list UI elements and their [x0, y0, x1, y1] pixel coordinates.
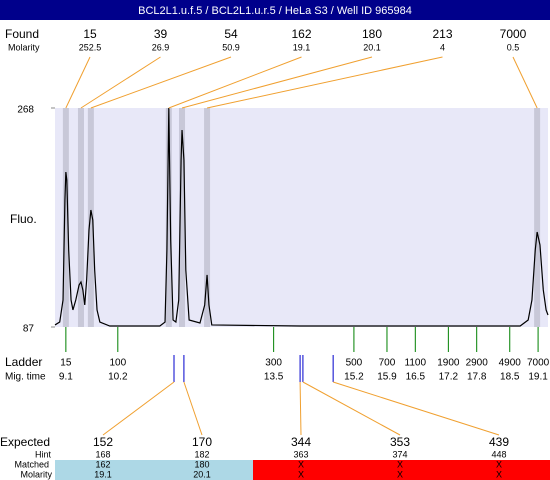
y-axis-label: Fluo. — [10, 212, 37, 226]
found-molarity: 50.9 — [222, 42, 240, 52]
hint-value: 374 — [392, 449, 407, 459]
hint-label: Hint — [35, 449, 52, 459]
peak-band — [87, 108, 94, 327]
ladder-size: 1900 — [437, 358, 460, 369]
matched-value: X — [496, 459, 502, 469]
match-cell — [352, 460, 451, 480]
matched-value: 162 — [95, 459, 110, 469]
peak-band — [62, 108, 69, 327]
hint-value: 168 — [95, 449, 110, 459]
peak-link — [90, 56, 232, 109]
mig-time: 18.5 — [500, 372, 520, 383]
ladder-label: Ladder — [5, 355, 42, 369]
found-size: 54 — [224, 27, 238, 41]
peak-link — [80, 56, 161, 109]
title-bar — [0, 0, 550, 20]
molarity-value: X — [298, 469, 304, 479]
ladder-size: 100 — [109, 358, 126, 369]
match-cell — [253, 460, 352, 480]
ladder-size: 2900 — [466, 358, 489, 369]
match-cell — [154, 460, 253, 480]
found-size: 213 — [432, 27, 452, 41]
found-molarity-label: Molarity — [8, 42, 40, 52]
found-size: 162 — [291, 27, 311, 41]
found-molarity: 252.5 — [79, 42, 102, 52]
expected-link — [299, 381, 302, 436]
matched-label: Matched — [14, 459, 49, 469]
hint-value: 182 — [194, 449, 209, 459]
y-tick-label: 87 — [23, 324, 35, 335]
found-molarity: 0.5 — [507, 42, 520, 52]
mig-time: 19.1 — [528, 372, 548, 383]
match-cell — [451, 460, 550, 480]
found-size: 7000 — [500, 27, 527, 41]
peak-link — [181, 56, 373, 109]
molarity-value: 19.1 — [94, 469, 112, 479]
expected-size: 353 — [390, 435, 410, 449]
mig-time-label: Mig. time — [5, 372, 46, 383]
mig-time: 9.1 — [59, 372, 73, 383]
matched-value: 180 — [194, 459, 209, 469]
y-tick-label: 268 — [17, 105, 34, 116]
expected-size: 152 — [93, 435, 113, 449]
ladder-size: 4900 — [499, 358, 522, 369]
found-molarity: 20.1 — [363, 42, 381, 52]
mig-time: 15.9 — [377, 372, 397, 383]
ladder-size: 700 — [379, 358, 396, 369]
chart-title: BCL2L1.u.f.5 / BCL2L1.u.r.5 / HeLa S3 / … — [138, 5, 412, 17]
expected-label: Expected — [0, 435, 50, 449]
mig-time: 13.5 — [264, 372, 284, 383]
peak-band — [179, 108, 186, 327]
ladder-size: 15 — [60, 358, 72, 369]
expected-link — [183, 381, 203, 436]
mig-time: 17.8 — [467, 372, 487, 383]
molarity-label: Molarity — [20, 469, 52, 479]
expected-link — [302, 381, 401, 436]
hint-value: 363 — [293, 449, 308, 459]
matched-value: X — [397, 459, 403, 469]
ladder-size: 7000 — [527, 358, 550, 369]
expected-size: 170 — [192, 435, 212, 449]
peak-band — [204, 108, 211, 327]
peak-link — [206, 56, 443, 109]
mig-time: 15.2 — [344, 372, 364, 383]
ladder-size: 500 — [346, 358, 363, 369]
hint-value: 448 — [491, 449, 506, 459]
mig-time: 17.2 — [439, 372, 459, 383]
ladder-size: 300 — [265, 358, 282, 369]
molarity-value: X — [397, 469, 403, 479]
expected-link — [332, 381, 500, 436]
peak-link — [168, 56, 302, 109]
expected-size: 439 — [489, 435, 509, 449]
found-molarity: 19.1 — [293, 42, 311, 52]
mig-time: 16.5 — [406, 372, 426, 383]
peak-band — [77, 108, 84, 327]
peak-band — [165, 108, 172, 327]
ladder-size: 1100 — [405, 358, 427, 369]
match-cell — [55, 460, 154, 480]
molarity-value: X — [496, 469, 502, 479]
trace-line — [54, 107, 549, 327]
molarity-value: 20.1 — [193, 469, 211, 479]
found-size: 180 — [362, 27, 382, 41]
found-label: Found — [5, 27, 39, 41]
found-size: 15 — [83, 27, 97, 41]
peak-link — [512, 56, 538, 109]
expected-link — [102, 381, 175, 436]
found-size: 39 — [154, 27, 168, 41]
found-molarity: 26.9 — [152, 42, 170, 52]
peak-band — [534, 108, 541, 327]
found-molarity: 4 — [440, 42, 445, 52]
expected-size: 344 — [291, 435, 311, 449]
peak-link — [65, 56, 91, 109]
matched-value: X — [298, 459, 304, 469]
mig-time: 10.2 — [108, 372, 128, 383]
plot-area — [55, 108, 548, 327]
